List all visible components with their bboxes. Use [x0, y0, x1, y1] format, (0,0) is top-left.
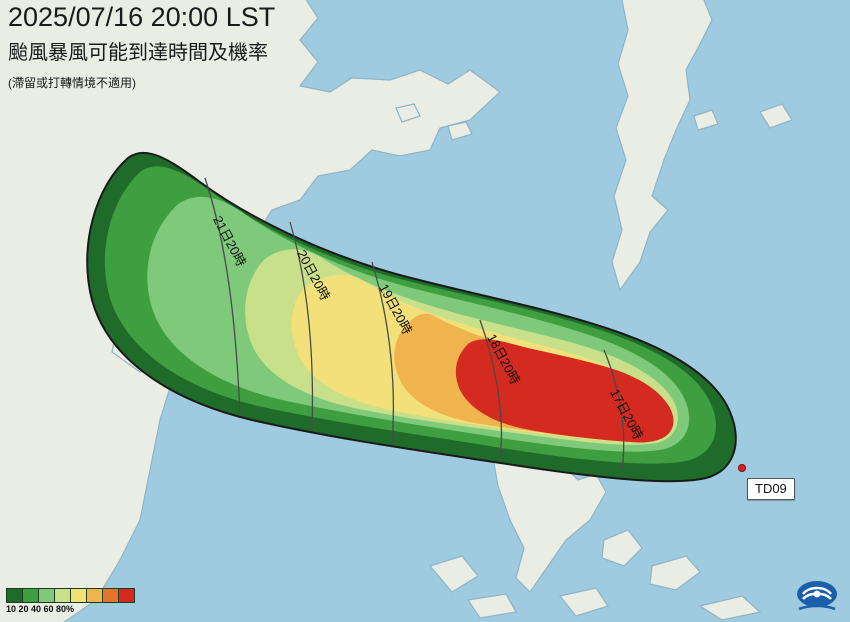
band-80: [455, 339, 674, 443]
cwa-logo: [797, 581, 837, 611]
legend-swatch-10: [6, 588, 22, 603]
legend-swatch-50: [70, 588, 86, 603]
legend-swatch-70: [102, 588, 118, 603]
time-separator-lines: [204, 177, 625, 471]
storm-center-marker: [738, 464, 746, 472]
legend-swatch-20: [22, 588, 38, 603]
cone-outline: [86, 151, 737, 483]
header-title: 颱風暴風可能到達時間及機率: [8, 42, 268, 64]
legend-swatch-30: [38, 588, 54, 603]
legend-swatches: [6, 588, 135, 603]
legend-tick-labels: 10 20 40 60 80%: [6, 604, 75, 614]
legend-swatch-60: [86, 588, 102, 603]
legend-swatch-40: [54, 588, 70, 603]
header-note: (滯留或打轉情境不適用): [8, 76, 136, 90]
probability-cone: [87, 152, 736, 482]
legend-swatch-80: [118, 588, 135, 603]
storm-label: TD09: [747, 478, 795, 500]
header-datetime: 2025/07/16 20:00 LST: [8, 2, 276, 32]
probability-legend: 10 20 40 60 80%: [6, 588, 135, 614]
